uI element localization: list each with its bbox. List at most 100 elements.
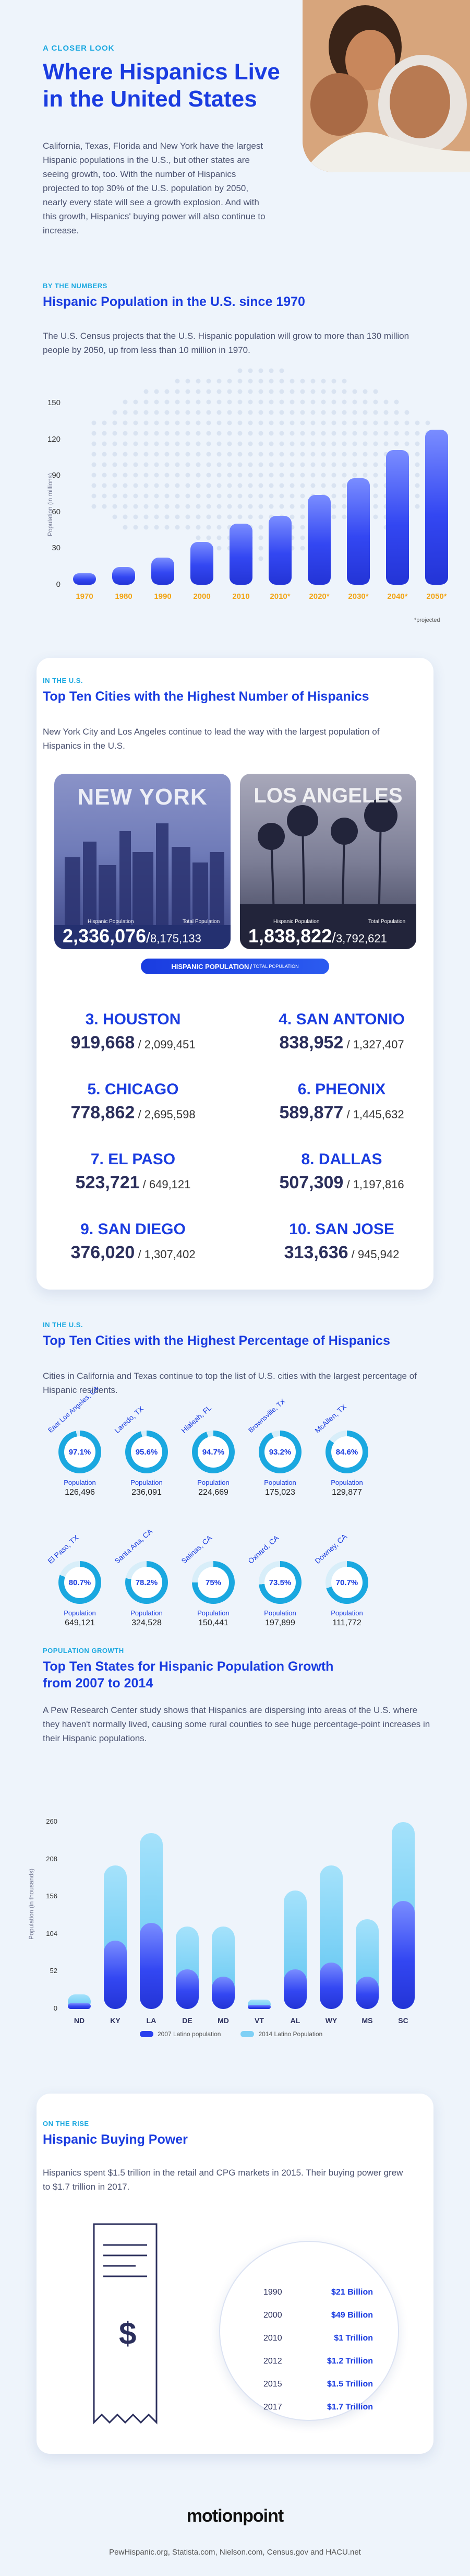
city-numbers: 523,721 / 649,121	[47, 1173, 219, 1193]
city-entry: 7. EL PASO 523,721 / 649,121	[47, 1151, 219, 1193]
city-name: 5. CHICAGO	[87, 1081, 179, 1098]
city-name: Santa Ana, CA	[113, 1527, 154, 1565]
year: 2010	[263, 2334, 282, 2343]
slash: /	[343, 1108, 353, 1121]
ny-numbers: 2,336,076/8,175,133	[63, 925, 201, 947]
x-tick-label: LA	[146, 2016, 156, 2025]
city-total: 1,327,407	[353, 1038, 404, 1051]
bar-2007	[320, 1962, 343, 2009]
population-label: Population 324,528	[115, 1609, 178, 1627]
x-tick-label: 2040*	[387, 592, 408, 601]
x-tick-label: VT	[255, 2016, 264, 2025]
legend-2007-swatch	[140, 2031, 153, 2037]
percentage-value: 84.6%	[331, 1436, 363, 1468]
chart1-ylabel: Population (in millions)	[46, 473, 54, 536]
bar-2007	[356, 1977, 379, 2009]
bar-2007	[212, 1977, 235, 2009]
x-tick-label: 1990	[154, 592, 172, 601]
population-label: Population 197,899	[249, 1609, 311, 1627]
svg-text:$: $	[119, 2316, 136, 2351]
bar-2007	[176, 1969, 199, 2009]
bar-2007	[392, 1901, 415, 2009]
city-name: Brownsville, TX	[246, 1397, 287, 1434]
population-number: 111,772	[332, 1618, 361, 1627]
population-caption: Population	[64, 1479, 96, 1486]
y-tick-label: 52	[50, 1967, 57, 1975]
population-number: 324,528	[131, 1618, 162, 1627]
x-tick-label: 2010	[232, 592, 250, 601]
percentage-ring: 84.6%	[326, 1431, 368, 1473]
city-name: 4. SAN ANTONIO	[279, 1011, 405, 1028]
ny-hisp-label: Hispanic Population	[88, 919, 134, 925]
x-tick-label: 2010*	[270, 592, 291, 601]
bar-2007	[104, 1941, 127, 2009]
buying-power-row: 2017 $1.7 Trillion	[263, 2403, 373, 2412]
la-hisp-value: 1,838,822	[248, 925, 332, 947]
population-label: Population 649,121	[49, 1609, 111, 1627]
city-total: 945,942	[357, 1248, 400, 1261]
section5-kicker: ON THE RISE	[43, 2120, 89, 2128]
year: 2012	[263, 2357, 282, 2366]
buying-power-row: 2015 $1.5 Trillion	[263, 2380, 373, 2389]
city-name: Salinas, CA	[179, 1533, 214, 1565]
city-numbers: 507,309 / 1,197,816	[256, 1173, 428, 1193]
percentage-ring: 70.7%	[326, 1561, 368, 1604]
bar-2007	[284, 1969, 307, 2009]
y-tick-label: 260	[46, 1817, 57, 1825]
y-tick-label: 0	[56, 580, 61, 589]
population-label: Population 175,023	[249, 1479, 311, 1497]
x-tick-label: MD	[218, 2016, 229, 2025]
slash: /	[135, 1108, 144, 1121]
population-caption: Population	[264, 1479, 296, 1486]
x-tick-label: 2050*	[426, 592, 447, 601]
city-numbers: 838,952 / 1,327,407	[256, 1033, 428, 1053]
city-name: 10. SAN JOSE	[289, 1221, 394, 1238]
city-total: 1,445,632	[353, 1108, 404, 1121]
buying-power-row: 2012 $1.2 Trillion	[263, 2357, 373, 2366]
amount: $1.5 Trillion	[327, 2380, 373, 2389]
percentage-value: 70.7%	[331, 1567, 363, 1598]
x-tick-label: 1970	[76, 592, 93, 601]
city-hispanic: 778,862	[70, 1103, 135, 1122]
y-tick-label: 156	[46, 1892, 57, 1900]
slash: /	[343, 1178, 353, 1191]
chart2-legend: 2007 Latino population 2014 Latino Popul…	[140, 2030, 322, 2038]
intro-kicker: A CLOSER LOOK	[43, 44, 115, 53]
percentage-value: 78.2%	[131, 1567, 162, 1598]
ny-hisp-value: 2,336,076	[63, 925, 147, 947]
slash: /	[348, 1248, 358, 1261]
year: 2000	[263, 2311, 282, 2320]
x-tick-label: 2020*	[309, 592, 330, 601]
page-title: Where Hispanics Live in the United State…	[43, 58, 280, 113]
new-york-name: NEW YORK	[77, 784, 208, 810]
projected-footnote: *projected	[414, 617, 440, 623]
population-caption: Population	[197, 1609, 230, 1617]
population-caption: Population	[264, 1609, 296, 1617]
chart2-ylabel: Population (in thousands)	[28, 1868, 35, 1940]
city-entry: 9. SAN DIEGO 376,020 / 1,307,402	[47, 1221, 219, 1263]
la-numbers: 1,838,822/3,792,621	[248, 925, 387, 947]
population-caption: Population	[331, 1609, 363, 1617]
legend-2014: 2014 Latino Population	[258, 2030, 323, 2038]
city-hispanic: 376,020	[70, 1243, 135, 1262]
population-legend: HISPANIC POPULATION / TOTAL POPULATION	[141, 959, 329, 974]
city-numbers: 778,862 / 2,695,598	[47, 1103, 219, 1123]
city-hispanic: 523,721	[75, 1173, 140, 1192]
year: 1990	[263, 2288, 282, 2297]
city-hispanic: 589,877	[279, 1103, 344, 1122]
city-name: Laredo, TX	[113, 1404, 146, 1435]
amount: $49 Billion	[331, 2311, 373, 2320]
section1-title: Hispanic Population in the U.S. since 19…	[43, 294, 305, 309]
city-name: 7. EL PASO	[90, 1151, 176, 1168]
population-number: 129,877	[332, 1488, 362, 1497]
percentage-ring: 80.7%	[58, 1561, 101, 1604]
receipt-icon: $	[93, 2223, 158, 2425]
title-line-2: in the United States	[43, 86, 257, 112]
x-tick-label: 1980	[115, 592, 132, 601]
population-label: Population 126,496	[49, 1479, 111, 1497]
amount: $1 Trillion	[334, 2334, 373, 2343]
y-tick-label: 104	[46, 1929, 57, 1937]
buying-power-row: 2000 $49 Billion	[263, 2311, 373, 2320]
percentage-ring: 93.2%	[259, 1431, 302, 1473]
new-york-card: NEW YORK Hispanic Population Total Popul…	[54, 774, 231, 949]
